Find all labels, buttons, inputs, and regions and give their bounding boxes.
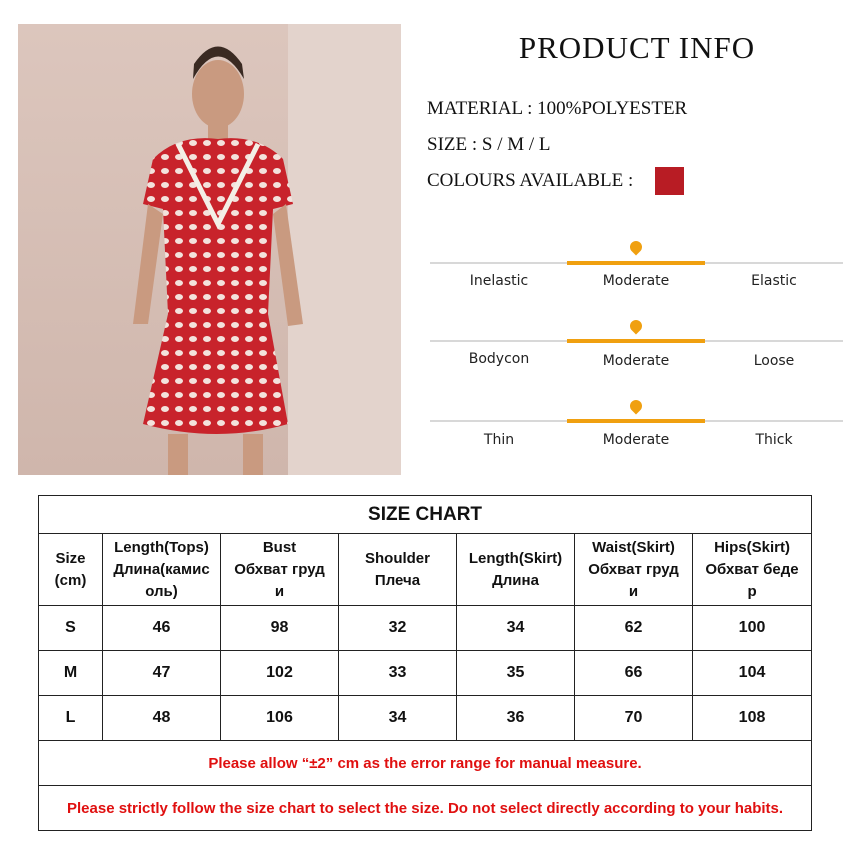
measurement-cell: 104 [691,650,813,696]
scale-label-middle: Moderate [602,353,670,369]
scale-label-right: Thick [755,432,793,448]
column-header-line: Size [55,549,86,567]
scale-label-right: Elastic [751,273,797,289]
measurement-cell: 102 [220,650,339,696]
measurement-cell: 48 [102,695,221,741]
table-row: S 46 98 32 34 62 100 [38,605,813,651]
column-header-line: Bust [262,538,297,556]
product-photo [18,24,401,475]
material-text: MATERIAL : 100%POLYESTER [427,98,688,119]
scale-label-middle: Moderate [602,273,670,289]
column-header-line: и [274,582,285,600]
column-header-line: Плеча [374,571,421,589]
page-title: PRODUCT INFO [518,30,756,65]
size-chart-header-row: Size (cm) Length(Tops) Длина(камис оль) Bust О… [38,533,813,606]
column-header-line: Waist(Skirt) [592,538,675,556]
table-row: M 47 102 33 35 66 104 [38,650,813,696]
column-header-line: оль) [145,582,178,600]
location-pin-icon [627,397,645,415]
size-selection-note: Please strictly follow the size chart to… [37,785,813,831]
column-header: Length(Tops) Длина(камис оль) [102,533,221,606]
measurement-note: Please allow “±2” cm as the error range … [37,740,813,786]
column-header-line: Длина(камис [113,560,210,578]
size-text: SIZE : S / M / L [427,134,551,155]
location-pin-icon [627,238,645,256]
measurement-cell: 36 [456,695,575,741]
measurement-cell: 100 [691,605,813,651]
column-header-line: Length(Skirt) [468,549,563,567]
size-chart-table: SIZE CHART Size (cm) Length(Tops) Длина(кам… [37,495,813,831]
model-illustration [133,24,401,475]
measurement-cell: 33 [338,650,457,696]
table-row: L 48 106 34 36 70 108 [38,695,813,741]
column-header: Waist(Skirt) Обхват груд и [574,533,693,606]
column-header-line: (cm) [54,571,87,589]
scale-label-left: Inelastic [469,273,529,289]
column-header: Hips(Skirt) Обхват беде р [691,533,813,606]
size-cell: S [38,605,103,651]
column-header: Bust Обхват груд и [220,533,339,606]
measurement-cell: 46 [102,605,221,651]
column-header-line: Shoulder [364,549,430,567]
colours-text: COLOURS AVAILABLE : [427,170,634,191]
color-swatch-red [655,167,684,195]
scale-selected-segment [567,261,705,265]
size-cell: L [38,695,103,741]
column-header-line: Обхват груд [588,560,679,578]
column-header-line: Обхват беде [705,560,799,578]
scale-label-left: Bodycon [468,351,530,367]
column-header-line: Обхват груд [234,560,325,578]
measurement-cell: 32 [338,605,457,651]
measurement-cell: 98 [220,605,339,651]
size-chart-title: SIZE CHART [37,495,813,534]
measurement-cell: 106 [220,695,339,741]
column-header-line: Длина [492,571,539,589]
measurement-cell: 34 [456,605,575,651]
measurement-cell: 47 [102,650,221,696]
column-header-line: р [747,582,757,600]
scale-selected-segment [567,419,705,423]
size-cell: M [38,650,103,696]
measurement-cell: 70 [574,695,693,741]
scale-selected-segment [567,339,705,343]
column-header-line: и [628,582,639,600]
measurement-cell: 35 [456,650,575,696]
column-header: Size (cm) [38,533,103,606]
scale-label-middle: Moderate [602,432,670,448]
scale-label-right: Loose [753,353,795,369]
column-header-line: Hips(Skirt) [714,538,790,556]
measurement-cell: 62 [574,605,693,651]
column-header: Length(Skirt) Длина [456,533,575,606]
location-pin-icon [627,317,645,335]
measurement-cell: 66 [574,650,693,696]
scale-label-left: Thin [483,432,515,448]
measurement-cell: 34 [338,695,457,741]
column-header: Shoulder Плеча [338,533,457,606]
column-header-line: Length(Tops) [114,538,209,556]
measurement-cell: 108 [691,695,813,741]
